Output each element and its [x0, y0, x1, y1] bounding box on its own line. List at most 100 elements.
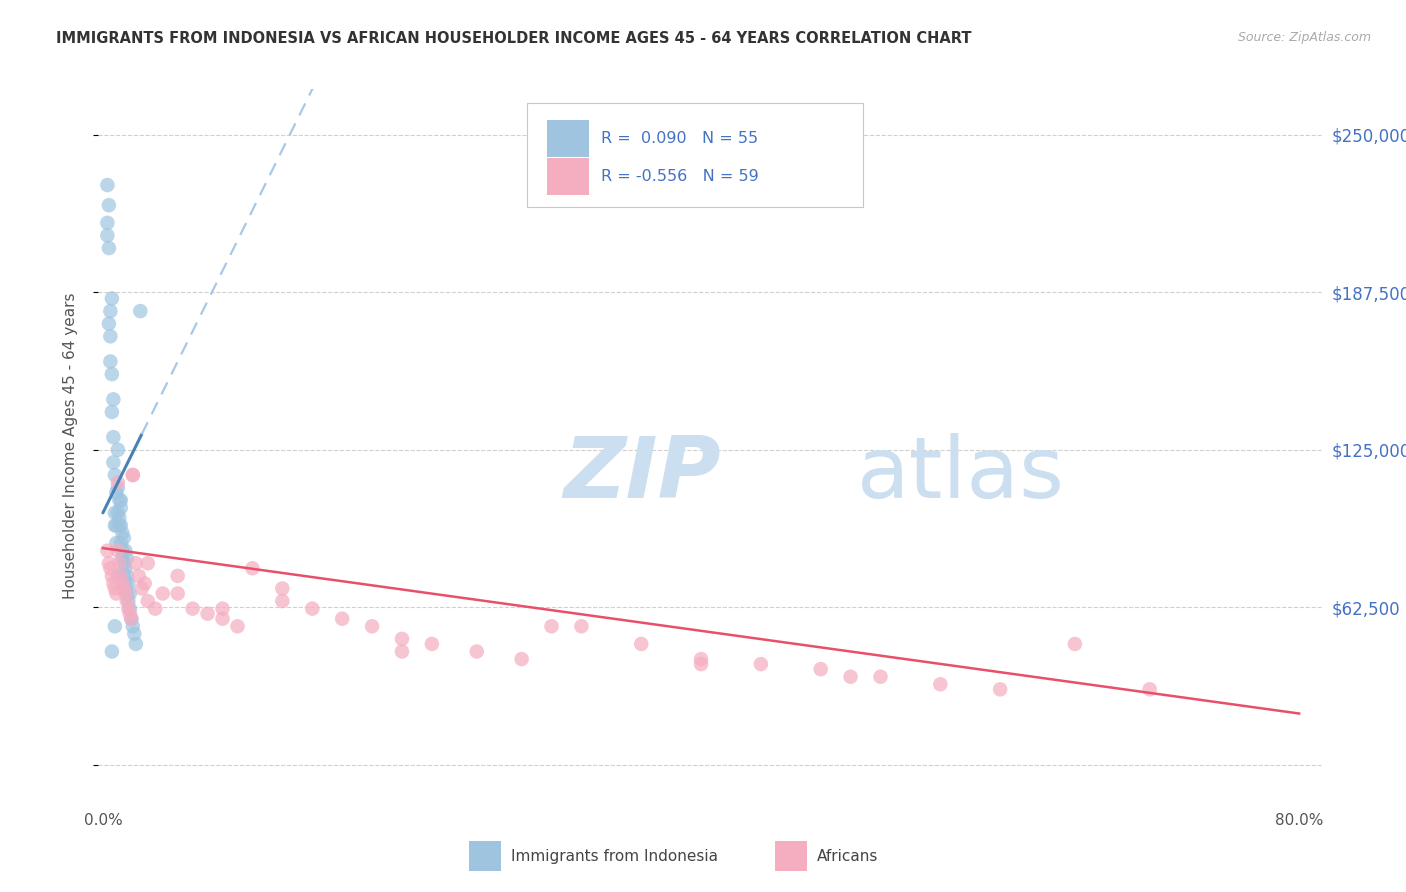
Point	[97, 317, 120, 331]
Point	[166, 586, 188, 600]
Point	[118, 601, 141, 615]
Point	[749, 657, 772, 672]
Point	[124, 627, 146, 641]
Point	[131, 582, 153, 596]
Point	[96, 216, 118, 230]
Point	[136, 594, 159, 608]
Text: atlas: atlas	[856, 433, 1064, 516]
Point	[125, 637, 148, 651]
Point	[129, 304, 152, 318]
Point	[839, 670, 862, 684]
Point	[111, 543, 134, 558]
Text: Source: ZipAtlas.com: Source: ZipAtlas.com	[1237, 31, 1371, 45]
Point	[107, 475, 129, 490]
Point	[510, 652, 533, 666]
Point	[181, 601, 204, 615]
Point	[134, 576, 156, 591]
Point	[271, 582, 294, 596]
Point	[96, 543, 118, 558]
Point	[330, 612, 353, 626]
Point	[114, 561, 136, 575]
Point	[211, 612, 233, 626]
Point	[108, 511, 131, 525]
Point	[152, 586, 174, 600]
Point	[128, 569, 150, 583]
Point	[242, 561, 264, 575]
Point	[125, 556, 148, 570]
Point	[111, 526, 134, 541]
Point	[112, 531, 135, 545]
Point	[110, 500, 132, 515]
Point	[115, 551, 138, 566]
Point	[121, 468, 143, 483]
Point	[571, 619, 593, 633]
Point	[101, 644, 124, 658]
Point	[361, 619, 384, 633]
Point	[104, 506, 127, 520]
Point	[105, 518, 128, 533]
Point	[120, 612, 142, 626]
Point	[104, 468, 127, 483]
Point	[96, 228, 118, 243]
Point	[103, 430, 125, 444]
Text: R =  0.090   N = 55: R = 0.090 N = 55	[602, 131, 758, 146]
Point	[114, 586, 136, 600]
Point	[105, 485, 128, 500]
Point	[810, 662, 832, 676]
Point	[120, 612, 142, 626]
Point	[166, 569, 188, 583]
Point	[111, 576, 134, 591]
FancyBboxPatch shape	[547, 120, 589, 157]
Point	[869, 670, 891, 684]
Point	[420, 637, 443, 651]
Point	[391, 632, 413, 646]
Text: ZIP: ZIP	[564, 433, 721, 516]
Point	[107, 543, 129, 558]
Text: R = -0.556   N = 59: R = -0.556 N = 59	[602, 169, 759, 184]
Point	[690, 652, 713, 666]
Text: Africans: Africans	[817, 849, 877, 863]
Point	[465, 644, 488, 658]
Point	[117, 601, 139, 615]
Point	[107, 442, 129, 457]
Point	[100, 329, 122, 343]
Point	[115, 594, 138, 608]
Point	[690, 657, 713, 672]
Point	[114, 576, 136, 591]
Point	[271, 594, 294, 608]
Point	[197, 607, 219, 621]
Point	[115, 586, 138, 600]
Point	[105, 536, 128, 550]
Point	[97, 241, 120, 255]
Point	[104, 582, 127, 596]
Point	[540, 619, 562, 633]
Point	[114, 543, 136, 558]
Point	[211, 601, 233, 615]
Point	[111, 551, 134, 566]
Point	[121, 619, 143, 633]
Point	[112, 582, 135, 596]
Point	[108, 493, 131, 508]
Point	[101, 569, 124, 583]
Point	[136, 556, 159, 570]
Point	[107, 506, 129, 520]
Point	[101, 367, 124, 381]
Point	[391, 644, 413, 658]
Point	[100, 304, 122, 318]
Point	[96, 178, 118, 192]
Point	[118, 586, 141, 600]
Point	[121, 468, 143, 483]
Point	[101, 292, 124, 306]
Point	[110, 518, 132, 533]
Point	[143, 601, 166, 615]
Point	[101, 405, 124, 419]
Point	[104, 619, 127, 633]
Point	[97, 198, 120, 212]
Point	[110, 569, 132, 583]
Point	[1064, 637, 1087, 651]
FancyBboxPatch shape	[775, 841, 807, 871]
Point	[110, 536, 132, 550]
Point	[105, 586, 128, 600]
Point	[104, 518, 127, 533]
Point	[97, 556, 120, 570]
